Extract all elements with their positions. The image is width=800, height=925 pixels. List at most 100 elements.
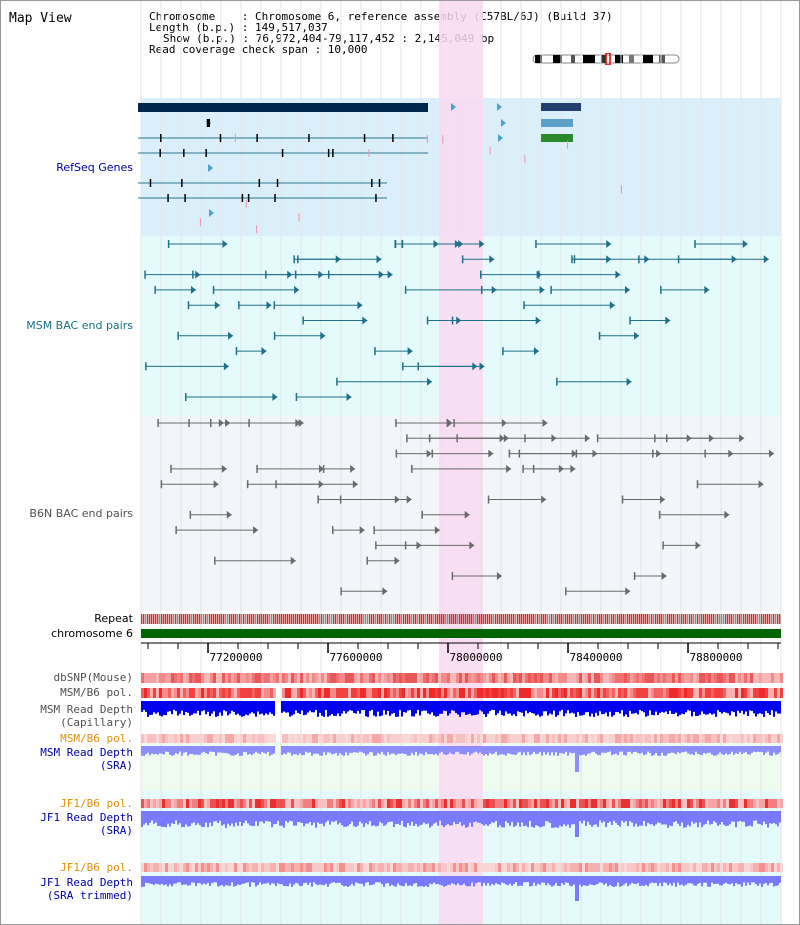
jf1-depth-sra-bar: [523, 811, 525, 827]
msm-depth-cap-bar: [697, 701, 699, 716]
repeat-element: [149, 614, 151, 624]
msm-b6-pol-2-cell: [585, 734, 588, 743]
msm-depth-cap-bar: [303, 701, 305, 716]
dbsnp-cell: [501, 673, 504, 683]
jf1-b6-pol-2-cell: [153, 863, 156, 872]
msm-b6-pol-2-cell: [642, 734, 645, 743]
repeat-element: [745, 614, 747, 624]
repeat-element: [615, 614, 617, 624]
jf1-depth-sra-bar: [775, 811, 777, 825]
msm-depth-cap-label[interactable]: MSM Read Depth: [40, 703, 133, 716]
jf1-depth-trim-bar: [723, 876, 725, 884]
jf1-b6-pol-cell: [444, 799, 447, 808]
msm-depth-cap-bar: [429, 701, 431, 715]
msm-depth-cap-bar: [465, 701, 467, 715]
msm-b6-pol-cell: [351, 688, 354, 698]
jf1-depth-trim-bar: [501, 876, 503, 883]
msm-b6-pol-2-cell: [297, 734, 300, 743]
chromosome-ideogram[interactable]: [531, 53, 683, 65]
jf1-depth-sra-bar: [229, 811, 231, 826]
msm-bac-end: [615, 270, 621, 279]
jf1-b6-pol-2-cell: [447, 863, 450, 872]
msm-b6-pol-2-cell: [735, 734, 738, 743]
msm-b6-pol-cell: [606, 688, 609, 698]
jf1-b6-pol-2-cell: [213, 863, 216, 872]
msm-depth-cap-bar: [555, 701, 557, 717]
msm-depth-cap-bar: [413, 701, 415, 717]
msm-b6-pol-2-cell: [558, 734, 561, 743]
jf1-depth-trim-bar: [455, 876, 457, 886]
jf1-depth-sra-bar: [237, 811, 239, 826]
msm-depth-sra-label[interactable]: MSM Read Depth: [40, 746, 133, 759]
msm-depth-cap-bar: [385, 701, 387, 715]
repeat-element: [375, 614, 377, 624]
jf1-depth-trim-bar: [207, 876, 209, 883]
refseq-genes-label[interactable]: RefSeq Genes: [56, 161, 133, 174]
repeat-element: [493, 614, 495, 624]
msm-b6-pol-2-cell: [504, 734, 507, 743]
msm-depth-sra-bar: [313, 746, 315, 754]
jf1-depth-trim-bar: [253, 876, 255, 883]
msm-depth-sra-bar: [729, 746, 731, 755]
repeat-element: [411, 614, 413, 624]
jf1-depth-sra-bar: [545, 811, 547, 822]
msm-depth-sra-bar: [531, 746, 533, 754]
msm-b6-pol-cell: [630, 688, 633, 698]
msm-b6-pol-2-cell: [534, 734, 537, 743]
jf1-depth-trim-bar: [527, 876, 529, 883]
jf1-b6-pol-cell: [168, 799, 171, 808]
msm-depth-cap-bar: [377, 701, 379, 712]
msm-b6-pol-label[interactable]: MSM/B6 pol.: [60, 686, 133, 699]
repeat-element: [387, 614, 389, 624]
msm-depth-cap-bar: [691, 701, 693, 717]
jf1-depth-trim-label[interactable]: JF1 Read Depth: [40, 876, 133, 889]
jf1-depth-trim-bar: [513, 876, 515, 884]
jf1-b6-pol-2-cell: [423, 863, 426, 872]
repeat-element: [515, 614, 517, 624]
jf1-b6-pol-2-cell: [708, 863, 711, 872]
jf1-b6-pol-label[interactable]: JF1/B6 pol.: [60, 797, 133, 810]
jf1-depth-sra-bar: [473, 811, 475, 823]
jf1-b6-pol-cell: [459, 799, 462, 808]
msm-depth-sra-bar: [639, 746, 641, 754]
dbsnp-cell: [183, 673, 186, 683]
msm-b6-pol-cell: [768, 688, 771, 698]
msm-depth-sra-bar: [271, 746, 273, 755]
repeat-label: Repeat: [94, 612, 133, 625]
dbsnp-cell: [378, 673, 381, 683]
msm-bac-label[interactable]: MSM BAC end pairs: [26, 319, 133, 332]
dbsnp-label[interactable]: dbSNP(Mouse): [53, 671, 133, 684]
dbsnp-cell: [780, 673, 783, 683]
b6n-bac-label[interactable]: B6N BAC end pairs: [29, 507, 133, 520]
jf1-depth-sra-bar: [719, 811, 721, 825]
msm-depth-cap-bar: [415, 701, 417, 714]
msm-bac-end: [287, 270, 293, 279]
msm-depth-cap-bar: [525, 701, 527, 711]
msm-depth-sra-bar: [197, 746, 199, 755]
msm-b6-pol-cell: [549, 688, 552, 698]
jf1-depth-sra-label[interactable]: JF1 Read Depth: [40, 811, 133, 824]
jf1-b6-pol-2-cell: [237, 863, 240, 872]
msm-depth-sra-bar: [573, 746, 575, 753]
jf1-depth-sra-bar: [659, 811, 661, 823]
jf1-depth-trim-bar: [511, 876, 513, 886]
jf1-b6-pol-2-cell: [270, 863, 273, 872]
jf1-b6-pol-2-cell: [633, 863, 636, 872]
jf1-depth-trim-bar: [705, 876, 707, 883]
msm-depth-cap-bar: [721, 701, 723, 714]
msm-depth-sra-bar: [497, 746, 499, 756]
msm-depth-cap-bar: [235, 701, 237, 715]
repeat-element: [559, 614, 561, 624]
dbsnp-cell: [612, 673, 615, 683]
jf1-depth-trim-bar: [767, 876, 769, 886]
repeat-element: [715, 614, 717, 624]
msm-b6-pol-2-cell: [663, 734, 666, 743]
jf1-b6-pol-2-label[interactable]: JF1/B6 pol.: [60, 861, 133, 874]
msm-depth-sra-bar: [335, 746, 337, 754]
msm-b6-pol-2-label[interactable]: MSM/B6 pol.: [60, 732, 133, 745]
msm-b6-pol-cell: [141, 688, 144, 698]
jf1-b6-pol-cell: [642, 799, 645, 808]
repeat-element: [357, 614, 359, 624]
jf1-depth-sra-bar: [227, 811, 229, 824]
